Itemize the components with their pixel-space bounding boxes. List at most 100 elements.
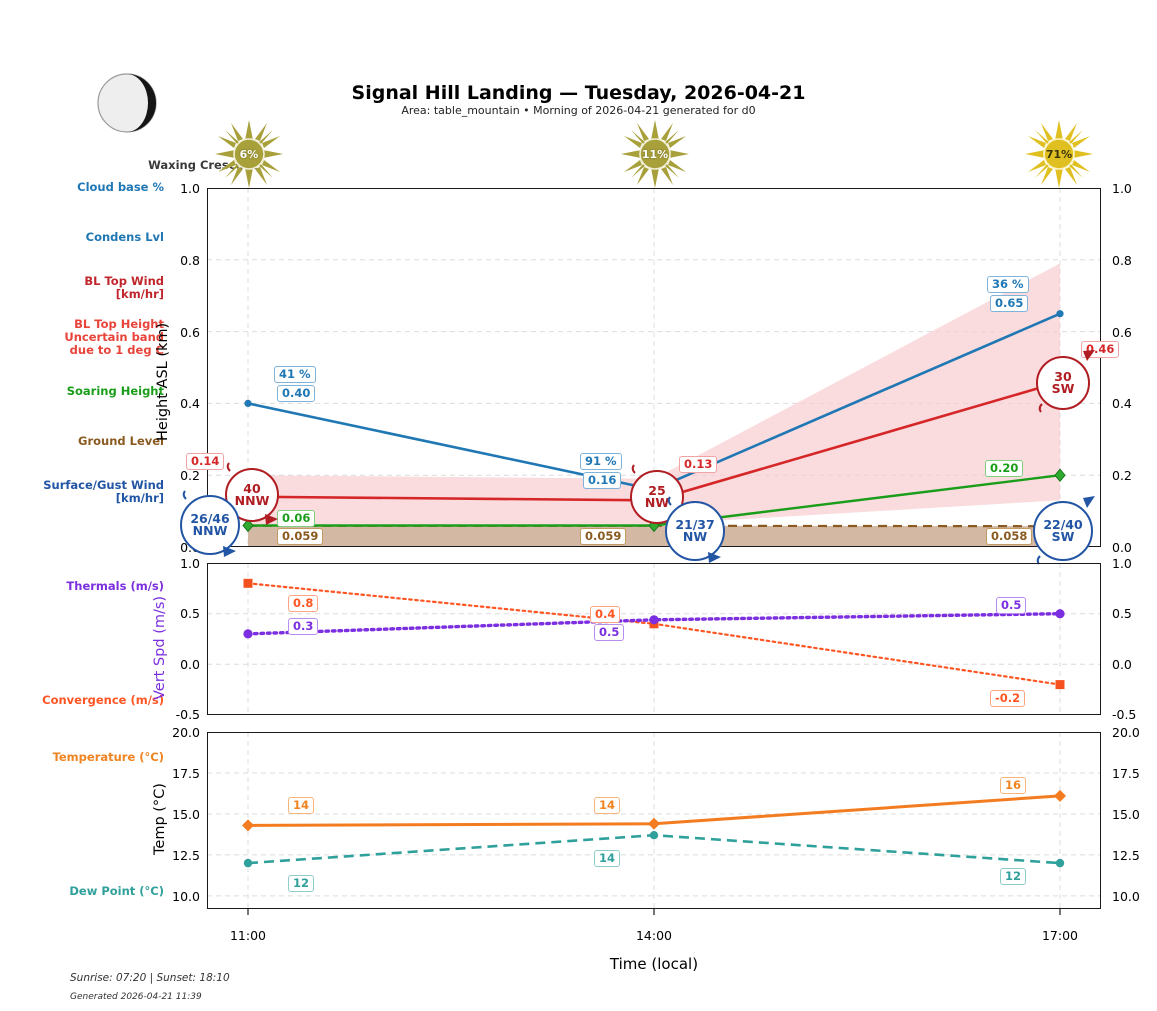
legend-thermals: Thermals (m/s) (0, 580, 164, 593)
legend-dew-point: Dew Point (°C) (0, 885, 164, 898)
page-title: Signal Hill Landing — Tuesday, 2026-04-2… (351, 82, 806, 104)
bl-top-wind-dir-1400: NW (644, 495, 670, 510)
top-ytick-1: 0.2 (180, 468, 200, 483)
cloud-base-label-1700: 0.65 (990, 295, 1029, 312)
page-subtitle: Area: table_mountain • Morning of 2026-0… (401, 104, 756, 117)
bl-top-wind-speed-1400: 25 (648, 483, 666, 498)
bot-ytick-right-3: 17.5 (1112, 766, 1140, 781)
soaring-label-1100: 0.06 (277, 510, 316, 527)
temp-panel (207, 732, 1101, 909)
bl-top-label-1100: 0.14 (186, 453, 225, 470)
legend-thermals-label: Thermals (m/s) (66, 579, 164, 593)
legend-convergence: Convergence (m/s) (0, 694, 164, 707)
bot-ytick-right-2: 15.0 (1112, 807, 1140, 822)
legend-bl-top-height-label: BL Top Height Uncertain band due to 1 de… (64, 317, 164, 357)
mid-ytick-0: -0.5 (175, 707, 200, 722)
generated-note: Generated 2026-04-21 11:39 (70, 992, 202, 1002)
legend-ground-level: Ground Level (0, 435, 164, 448)
convergence-label-1100: 0.8 (288, 595, 319, 612)
surface-wind-dir-1100: NNW (192, 523, 228, 538)
xtick-1100: 11:00 (229, 928, 267, 943)
surface-wind-arrow-1100 (182, 490, 236, 557)
bl-top-wind-marker-1700: 30 SW (1036, 356, 1090, 410)
sun-icon-1700: 71% (1023, 118, 1095, 190)
bl-top-wind-speed-1700: 30 (1054, 369, 1072, 384)
top-axis-ylabel: Height ASL (km) (155, 322, 171, 441)
legend-bl-top-height: BL Top Height Uncertain band due to 1 de… (0, 318, 164, 357)
cloud-base-label-1400: 0.16 (583, 472, 622, 489)
top-ytick-right-2: 0.4 (1112, 396, 1132, 411)
bl-top-wind-arrow-1100 (226, 462, 278, 525)
surface-wind-marker-1400: 21/37 NW (665, 501, 725, 561)
surface-wind-marker-1700: 22/40 SW (1033, 501, 1093, 561)
mid-ytick-right-2: 0.5 (1112, 606, 1132, 621)
ground-label-1100: 0.059 (277, 528, 324, 545)
mid-ytick-right-1: 0.0 (1112, 657, 1132, 672)
surface-wind-dir-1400: NW (682, 529, 708, 544)
legend-temperature-label: Temperature (°C) (52, 750, 164, 764)
mid-ytick-right-3: 1.0 (1112, 556, 1132, 571)
legend-temperature: Temperature (°C) (0, 751, 164, 764)
top-ytick-right-4: 0.8 (1112, 253, 1132, 268)
dew-label-1700: 12 (1000, 868, 1027, 885)
top-ytick-2: 0.4 (180, 396, 200, 411)
soaring-label-1700: 0.20 (985, 460, 1024, 477)
thermals-label-1100: 0.3 (288, 618, 319, 635)
temp-label-1700: 16 (1000, 777, 1027, 794)
dew-label-1100: 12 (288, 875, 315, 892)
surface-wind-speed-1400: 21/37 (675, 517, 715, 532)
bot-ytick-right-0: 10.0 (1112, 889, 1140, 904)
top-ytick-right-3: 0.6 (1112, 325, 1132, 340)
top-ytick-4: 0.8 (180, 253, 200, 268)
temp-label-1400: 14 (594, 797, 621, 814)
bl-top-label-1400: 0.13 (679, 456, 718, 473)
xtick-1400: 14:00 (635, 928, 673, 943)
legend-cloud-base-label: Cloud base % (77, 180, 164, 194)
thermals-label-1700: 0.5 (996, 597, 1027, 614)
top-ytick-3: 0.6 (180, 325, 200, 340)
legend-bl-top-wind-label: BL Top Wind [km/hr] (84, 274, 164, 301)
bot-ytick-right-1: 12.5 (1112, 848, 1140, 863)
surface-wind-speed-1700: 22/40 (1043, 517, 1083, 532)
cloud-pct-label-1400: 91 % (580, 453, 622, 470)
legend-convergence-label: Convergence (m/s) (42, 693, 164, 707)
bot-ytick-3: 17.5 (172, 766, 200, 781)
moon-phase-label: Waxing Crescent (148, 158, 257, 172)
sun-icon-1400: 11% (619, 118, 691, 190)
surface-wind-speed-1100: 26/46 (190, 511, 230, 526)
legend-condens-lvl: Condens Lvl (0, 231, 164, 244)
mid-ytick-1: 0.0 (180, 657, 200, 672)
dew-label-1400: 14 (594, 850, 621, 867)
cloud-base-label-1100: 0.40 (277, 385, 316, 402)
mid-ytick-2: 0.5 (180, 606, 200, 621)
surface-wind-arrow-1400 (667, 496, 721, 563)
bl-top-wind-dir-1700: SW (1051, 381, 1075, 396)
legend-soaring-height: Soaring Height (0, 385, 164, 398)
bot-ytick-2: 15.0 (172, 807, 200, 822)
mid-ytick-right-0: -0.5 (1112, 707, 1137, 722)
moon-waxing-crescent-icon (96, 72, 158, 134)
x-axis-ticks (247, 909, 1061, 915)
legend-surface-gust-wind: Surface/Gust Wind [km/hr] (0, 479, 164, 505)
sunrise-sunset-note: Sunrise: 07:20 | Sunset: 18:10 (70, 972, 230, 984)
surface-wind-marker-1100: 26/46 NNW (180, 495, 240, 555)
legend-condens-lvl-label: Condens Lvl (85, 230, 164, 244)
cloud-pct-label-1100: 41 % (274, 366, 316, 383)
convergence-label-1400: 0.4 (590, 606, 621, 623)
top-ytick-right-5: 1.0 (1112, 181, 1132, 196)
bot-ytick-0: 10.0 (172, 889, 200, 904)
x-axis-label: Time (local) (609, 955, 699, 973)
bot-ytick-4: 20.0 (172, 725, 200, 740)
bot-ytick-right-4: 20.0 (1112, 725, 1140, 740)
bl-top-wind-arrow-1700 (1038, 350, 1095, 413)
top-ytick-right-0: 0.0 (1112, 540, 1132, 555)
legend-dew-point-label: Dew Point (°C) (69, 884, 164, 898)
xtick-1700: 17:00 (1041, 928, 1079, 943)
bot-ytick-1: 12.5 (172, 848, 200, 863)
mid-ytick-3: 1.0 (180, 556, 200, 571)
bl-top-wind-speed-1100: 40 (243, 481, 261, 496)
surface-wind-arrow-1700 (1036, 496, 1095, 565)
top-ytick-5: 1.0 (180, 181, 200, 196)
cloud-pct-label-1700: 36 % (987, 276, 1029, 293)
bl-top-wind-dir-1100: NNW (234, 493, 270, 508)
